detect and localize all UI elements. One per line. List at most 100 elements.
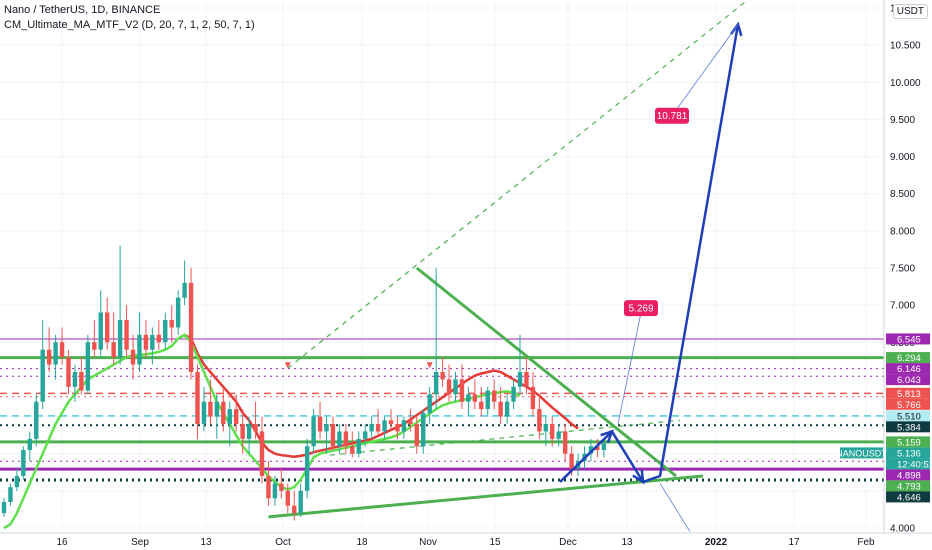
candle-body <box>595 446 600 450</box>
arrow-head-icon <box>632 469 645 485</box>
price-tag-bg <box>886 363 930 375</box>
price-tick-label: 7.000 <box>890 301 915 312</box>
candle-body <box>369 424 374 432</box>
candle-body <box>395 424 400 432</box>
time-tick-label: 13 <box>621 537 633 548</box>
candle-body <box>214 401 220 417</box>
price-tick-label: 8.000 <box>890 226 915 237</box>
candle-body <box>111 342 116 358</box>
price-tag-bg <box>886 398 930 410</box>
candle-body <box>337 431 342 447</box>
price-tag-text: 4.793 <box>897 481 921 492</box>
projection-drawings <box>559 21 743 532</box>
price-tag-text: 5.813 <box>897 389 921 400</box>
candle-body <box>304 446 310 491</box>
price-tag: 4.793 <box>886 480 930 492</box>
time-tick-label: Feb <box>857 537 875 548</box>
price-tag: 4.646 <box>886 491 930 503</box>
candle-body <box>530 386 536 410</box>
candle-body <box>53 342 58 365</box>
time-tick-label: 17 <box>788 537 800 548</box>
candle-body <box>163 320 168 343</box>
price-tag-bg <box>886 374 930 386</box>
candles <box>1 245 607 521</box>
price-tag-bg <box>886 352 930 364</box>
candle-body <box>279 483 284 491</box>
price-tag-text: 6.146 <box>897 364 921 375</box>
candle-body <box>259 431 265 476</box>
price-tag: 6.146 <box>886 363 930 375</box>
candle-body <box>72 372 78 387</box>
price-tick-label: 9.500 <box>890 115 915 126</box>
candle-body <box>363 431 368 439</box>
symbol-tag-bg <box>840 447 883 459</box>
candle-body <box>285 490 290 506</box>
candle-body <box>253 424 258 432</box>
candle-body <box>92 342 97 350</box>
price-tag-text: 4.898 <box>897 470 921 481</box>
candle-body <box>40 349 45 402</box>
projection-guide-line <box>659 483 691 532</box>
candle-body <box>498 401 503 417</box>
price-tick-label: 8.500 <box>890 189 915 200</box>
price-tag-text: 5.384 <box>897 422 921 433</box>
candle-body <box>382 420 387 432</box>
candle-body <box>453 379 458 395</box>
candle-body <box>446 379 452 395</box>
candle-body <box>46 349 52 365</box>
candle-body <box>208 401 213 417</box>
candle-body <box>543 424 548 432</box>
price-tag-text: 6.043 <box>897 375 921 386</box>
candle-body <box>227 409 232 424</box>
candle-body <box>79 372 84 391</box>
upper-dashed-trendline <box>287 0 749 369</box>
target-connector <box>671 24 739 116</box>
candle-body <box>350 446 355 454</box>
price-tag-bg <box>886 436 930 448</box>
candle-body <box>388 420 394 424</box>
time-axis: 16 Sep 13 Oct 18 Nov 15 Dec 13 2022 17 Feb <box>56 537 875 548</box>
target-label: 5.269 <box>628 304 653 315</box>
price-tag: 5.384 <box>886 421 930 433</box>
price-tag-text: 4.646 <box>897 492 921 503</box>
time-tick-label: Dec <box>559 537 577 548</box>
candle-body <box>433 372 439 395</box>
price-tick-label: 4.000 <box>890 524 915 535</box>
candle-body <box>272 483 278 499</box>
candle-body <box>485 390 490 410</box>
ma-red-line <box>183 333 579 458</box>
candle-body <box>59 342 65 358</box>
candle-body <box>195 372 200 424</box>
price-tag-bg <box>886 480 930 492</box>
time-tick-label: Nov <box>419 537 437 548</box>
price-tag-bg <box>886 387 930 399</box>
price-tag-text: 6.294 <box>897 353 921 364</box>
candle-body <box>240 424 245 439</box>
candle-body <box>130 349 136 365</box>
candle-body <box>85 342 91 391</box>
time-tick-label: 13 <box>200 537 212 548</box>
candle-body <box>311 416 316 447</box>
price-tag: 5.766 <box>886 398 930 411</box>
time-tick-label: Oct <box>275 537 291 548</box>
candle-body <box>472 394 478 402</box>
price-tag: 4.898 <box>886 469 930 481</box>
candle-body <box>421 412 426 447</box>
currency-badge[interactable]: USDT <box>892 4 928 19</box>
price-tick-label: 10.000 <box>890 78 921 89</box>
candle-body <box>169 320 174 328</box>
candle-body <box>330 424 336 447</box>
price-tag: 5.159 <box>886 436 930 448</box>
time-tick-label: 2022 <box>705 537 728 548</box>
price-tag-text: 12:40:52 <box>897 459 932 470</box>
candle-body <box>324 424 329 432</box>
marker-triangle <box>426 362 433 369</box>
candle-body <box>150 334 155 350</box>
candle-body <box>124 320 129 350</box>
candle-body <box>21 450 26 476</box>
time-tick-label: 16 <box>56 537 68 548</box>
price-tag-bg <box>886 410 930 422</box>
price-tick-label: 7.500 <box>890 264 915 275</box>
candle-body <box>298 490 303 514</box>
